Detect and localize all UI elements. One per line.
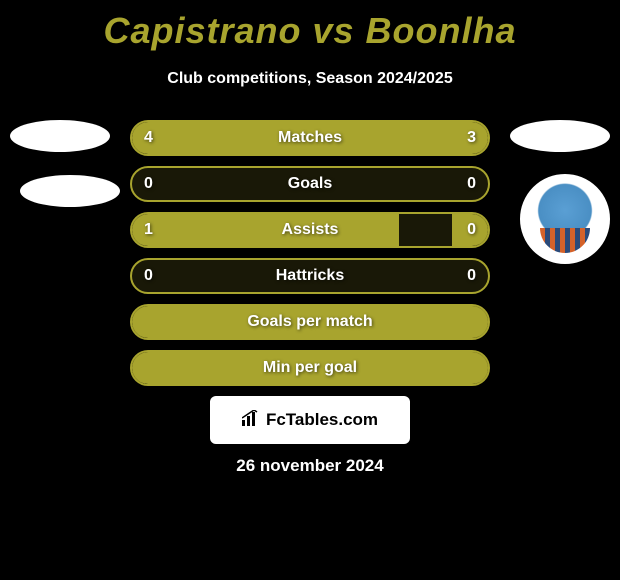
chart-icon <box>242 410 260 431</box>
stat-row-hattricks: 0 Hattricks 0 <box>130 258 490 294</box>
stat-value-right: 0 <box>467 168 476 200</box>
comparison-title: Capistrano vs Boonlha <box>0 0 620 52</box>
stats-bars-container: 4 Matches 3 0 Goals 0 1 Assists 0 0 Hatt… <box>130 120 490 396</box>
player2-logo-1 <box>510 120 610 152</box>
stat-label: Goals <box>132 168 488 200</box>
stat-value-right: 3 <box>467 122 476 154</box>
stat-label: Assists <box>132 214 488 246</box>
stat-row-assists: 1 Assists 0 <box>130 212 490 248</box>
player1-logo-1 <box>10 120 110 152</box>
watermark-text: FcTables.com <box>266 410 378 430</box>
stat-label: Min per goal <box>132 352 488 384</box>
stat-row-goals: 0 Goals 0 <box>130 166 490 202</box>
player1-logo-2 <box>20 175 120 207</box>
season-subtitle: Club competitions, Season 2024/2025 <box>0 70 620 88</box>
stat-label: Matches <box>132 122 488 154</box>
player2-logo-2 <box>520 174 610 264</box>
stat-value-right: 0 <box>467 214 476 246</box>
stat-row-matches: 4 Matches 3 <box>130 120 490 156</box>
watermark-badge: FcTables.com <box>210 396 410 444</box>
stat-row-mpg: Min per goal <box>130 350 490 386</box>
date-label: 26 november 2024 <box>0 456 620 476</box>
stat-label: Goals per match <box>132 306 488 338</box>
stat-label: Hattricks <box>132 260 488 292</box>
stat-row-gpm: Goals per match <box>130 304 490 340</box>
stat-value-right: 0 <box>467 260 476 292</box>
